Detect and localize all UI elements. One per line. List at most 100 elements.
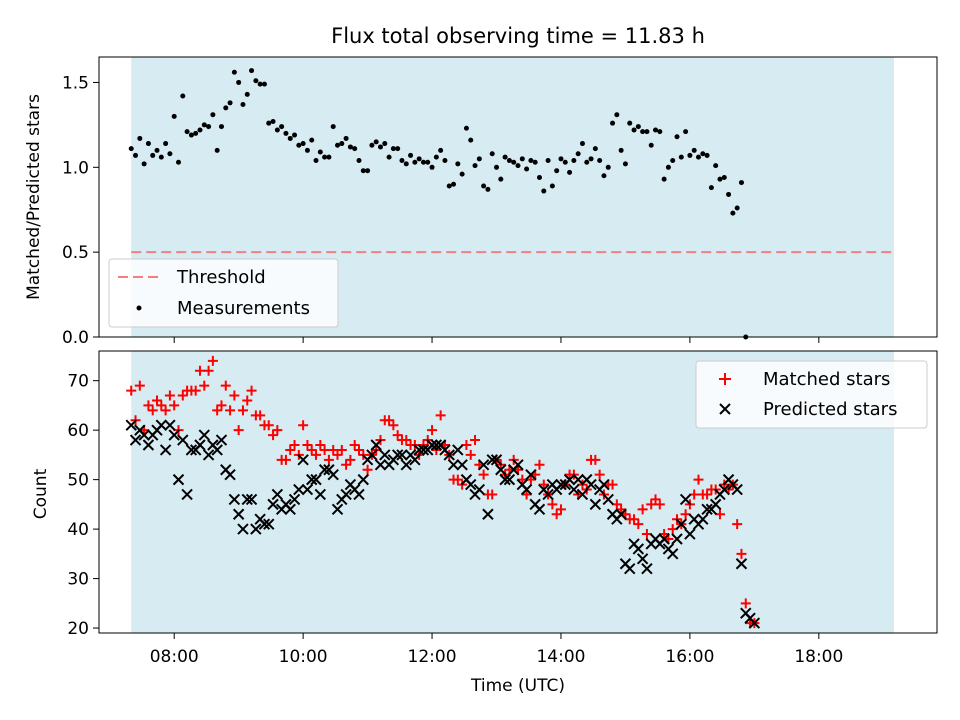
- bottom-y-tick-label: 50: [67, 471, 89, 491]
- matched-star-point: [740, 598, 751, 609]
- matched-star-point: [220, 380, 231, 391]
- matched-star-point: [319, 444, 330, 455]
- measurement-point: [674, 134, 680, 140]
- matched-star-point: [547, 499, 558, 510]
- measurement-point: [163, 141, 169, 147]
- predicted-star-point: [718, 483, 730, 496]
- matched-star-point: [164, 390, 175, 401]
- predicted-star-point: [391, 449, 404, 461]
- bottom-x-axis-label: Time (UTC): [470, 676, 565, 696]
- measurement-point: [622, 161, 628, 167]
- bottom-x-tick-label: 16:00: [665, 647, 714, 667]
- measurement-point: [532, 159, 538, 165]
- matched-star-point: [594, 469, 605, 480]
- measurement-point: [373, 139, 379, 145]
- predicted-star-point: [237, 523, 249, 535]
- measurement-point: [713, 163, 719, 169]
- measurement-point: [678, 154, 684, 160]
- measurement-point: [575, 151, 581, 157]
- predicted-star-point: [576, 488, 589, 501]
- measurement-point: [360, 168, 366, 174]
- measurement-point: [579, 141, 585, 147]
- predicted-star-point: [215, 434, 228, 446]
- predicted-star-point: [168, 429, 180, 441]
- top-y-axis-label: Matched/Predicted stars: [24, 94, 44, 300]
- measurement-point: [545, 158, 551, 164]
- measurement-point: [300, 141, 306, 147]
- measurement-point: [648, 142, 654, 148]
- bottom-y-tick-label: 70: [67, 372, 89, 392]
- matched-star-point: [225, 405, 236, 416]
- predicted-star-point: [293, 483, 305, 496]
- measurement-point: [605, 164, 611, 170]
- bottom-x-tick-label: 10:00: [279, 647, 328, 667]
- predicted-star-point: [357, 473, 369, 486]
- measurement-point: [541, 188, 547, 194]
- predicted-star-point: [340, 488, 352, 501]
- predicted-star-point: [194, 439, 206, 451]
- measurement-point: [472, 163, 478, 169]
- top-panel: 0.0 0.5 1.0 1.5 Flux total observing time =…: [24, 24, 938, 348]
- predicted-star-point: [271, 488, 284, 501]
- measurement-point: [283, 130, 289, 136]
- threshold-legend-label: Threshold: [176, 267, 266, 288]
- measurement-point: [287, 135, 293, 141]
- predicted-star-point: [159, 444, 172, 456]
- matched-star-point: [207, 355, 218, 366]
- matched-star-point: [311, 449, 322, 460]
- measurement-point: [451, 181, 457, 187]
- measurement-point: [236, 79, 242, 85]
- measurement-point: [365, 168, 371, 174]
- predicted-star-point: [129, 434, 142, 446]
- measurement-point: [644, 129, 650, 135]
- matched-star-point: [555, 504, 566, 515]
- matched-star-point: [190, 385, 201, 396]
- measurement-point: [726, 191, 732, 197]
- predicted-star-point: [185, 444, 198, 456]
- bottom-y-axis: 20 30 40 50 60 70: [67, 372, 99, 639]
- measurement-point: [167, 151, 173, 157]
- predicted-star-point: [598, 478, 610, 491]
- predicted-star-point: [533, 503, 546, 516]
- predicted-star-point: [288, 493, 301, 506]
- matched-star-point: [732, 519, 743, 530]
- predicted-star-point: [241, 493, 253, 506]
- predicted-star-point: [709, 498, 722, 511]
- measurement-point: [171, 113, 177, 119]
- measurement-point: [377, 144, 383, 150]
- measurement-point: [459, 171, 465, 177]
- measurement-point: [425, 159, 431, 165]
- matched-star-point: [203, 365, 214, 376]
- top-y-tick-label: 1.5: [62, 73, 89, 93]
- predicted-star-point: [615, 508, 627, 520]
- measurement-point: [206, 124, 212, 130]
- matched-star-point: [345, 454, 356, 465]
- measurement-point: [326, 154, 332, 160]
- predicted-legend-swatch: [719, 403, 731, 415]
- predicted-star-point: [318, 464, 331, 476]
- predicted-star-point: [379, 449, 391, 461]
- matched-star-point: [637, 504, 648, 515]
- measurement-point: [468, 137, 474, 143]
- predicted-star-point: [181, 488, 193, 501]
- measurement-point: [154, 147, 160, 153]
- measurement-point: [494, 164, 500, 170]
- predicted-star-point: [465, 478, 477, 491]
- measurement-point: [519, 156, 525, 162]
- predicted-star-point: [632, 543, 645, 555]
- matched-star-point: [169, 400, 180, 411]
- predicted-star-point: [701, 503, 713, 516]
- matched-star-point: [427, 425, 438, 436]
- measurement-point: [489, 151, 495, 157]
- matched-star-point: [199, 380, 210, 391]
- predicted-star-point: [748, 617, 761, 629]
- measurement-point: [223, 105, 229, 111]
- matched-star-point: [263, 420, 274, 431]
- measurement-point: [261, 81, 267, 87]
- measurement-point: [240, 102, 246, 108]
- predicted-star-point: [177, 434, 189, 446]
- measurement-point: [708, 185, 714, 191]
- measurement-point: [197, 127, 203, 133]
- top-y-axis: 0.0 0.5 1.0 1.5: [62, 73, 99, 348]
